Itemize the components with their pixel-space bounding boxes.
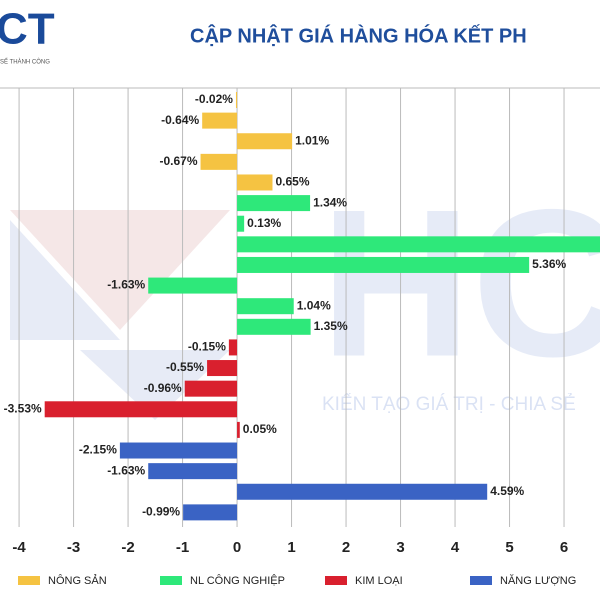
value-label: 0.05% bbox=[243, 422, 277, 436]
x-tick-label: -3 bbox=[67, 539, 80, 556]
value-label: 1.34% bbox=[313, 195, 347, 209]
bar bbox=[237, 483, 488, 500]
value-label: 4.59% bbox=[490, 484, 524, 498]
value-label: -0.64% bbox=[161, 113, 199, 127]
legend-label: KIM LOẠI bbox=[355, 575, 403, 587]
value-label: -0.99% bbox=[142, 505, 180, 519]
x-tick-label: -1 bbox=[176, 539, 189, 556]
logo: CT bbox=[0, 5, 55, 54]
legend-label: NÔNG SẢN bbox=[48, 574, 107, 587]
logo-tagline: SỂ THÀNH CÔNG bbox=[0, 59, 50, 66]
bar bbox=[148, 277, 238, 294]
x-tick-label: -4 bbox=[12, 539, 26, 556]
chart-title: CẬP NHẬT GIÁ HÀNG HÓA KẾT PH bbox=[190, 23, 527, 47]
x-tick-label: 2 bbox=[342, 539, 350, 556]
value-label: -0.67% bbox=[160, 154, 198, 168]
x-tick-label: 3 bbox=[396, 539, 404, 556]
value-label: 1.04% bbox=[297, 298, 331, 312]
value-label: -0.96% bbox=[144, 381, 182, 395]
bar bbox=[119, 442, 238, 459]
bar bbox=[184, 380, 238, 397]
watermark-shape bbox=[10, 220, 120, 340]
bar bbox=[200, 153, 238, 170]
bar bbox=[237, 236, 600, 253]
x-tick-label: 0 bbox=[233, 539, 241, 556]
bar bbox=[235, 92, 238, 108]
legend-label: NL CÔNG NGHIỆP bbox=[190, 574, 285, 587]
value-label: -2.15% bbox=[79, 443, 117, 457]
watermark-shape bbox=[80, 350, 230, 420]
value-label: 0.13% bbox=[247, 216, 281, 230]
bar bbox=[148, 463, 238, 480]
x-tick-label: 5 bbox=[505, 539, 513, 556]
value-label: -3.53% bbox=[4, 401, 42, 415]
bar bbox=[44, 401, 238, 418]
x-tick-label: 6 bbox=[560, 539, 568, 556]
bar bbox=[237, 174, 273, 191]
legend-swatch bbox=[470, 576, 492, 585]
legend-swatch bbox=[325, 576, 347, 585]
value-label: -1.63% bbox=[107, 278, 145, 292]
x-tick-label: -2 bbox=[121, 539, 134, 556]
bar bbox=[228, 339, 238, 356]
bar bbox=[237, 133, 293, 150]
bar bbox=[237, 318, 311, 335]
bar bbox=[237, 298, 294, 315]
watermark-shape bbox=[10, 210, 230, 330]
bar bbox=[183, 504, 238, 521]
legend-label: NĂNG LƯỢNG bbox=[500, 574, 576, 587]
value-label: -0.55% bbox=[166, 360, 204, 374]
bar bbox=[237, 215, 245, 232]
value-label: 5.36% bbox=[532, 257, 566, 271]
value-label: -0.15% bbox=[188, 340, 226, 354]
value-label: -1.63% bbox=[107, 463, 145, 477]
bar bbox=[207, 360, 238, 377]
bar bbox=[202, 112, 238, 129]
legend-swatch bbox=[18, 576, 40, 585]
legend-swatch bbox=[160, 576, 182, 585]
value-label: -0.02% bbox=[195, 92, 233, 106]
bar bbox=[237, 256, 530, 273]
watermark-slogan: KIẾN TẠO GIÁ TRỊ - CHIA SẺ bbox=[322, 393, 576, 415]
watermark-letters: HC bbox=[320, 165, 600, 400]
bar bbox=[237, 421, 240, 438]
value-label: 1.35% bbox=[314, 319, 348, 333]
x-tick-label: 4 bbox=[451, 539, 460, 556]
value-label: 1.01% bbox=[295, 133, 329, 147]
bar bbox=[237, 195, 311, 212]
x-tick-label: 1 bbox=[287, 539, 295, 556]
value-label: 0.65% bbox=[275, 175, 309, 189]
